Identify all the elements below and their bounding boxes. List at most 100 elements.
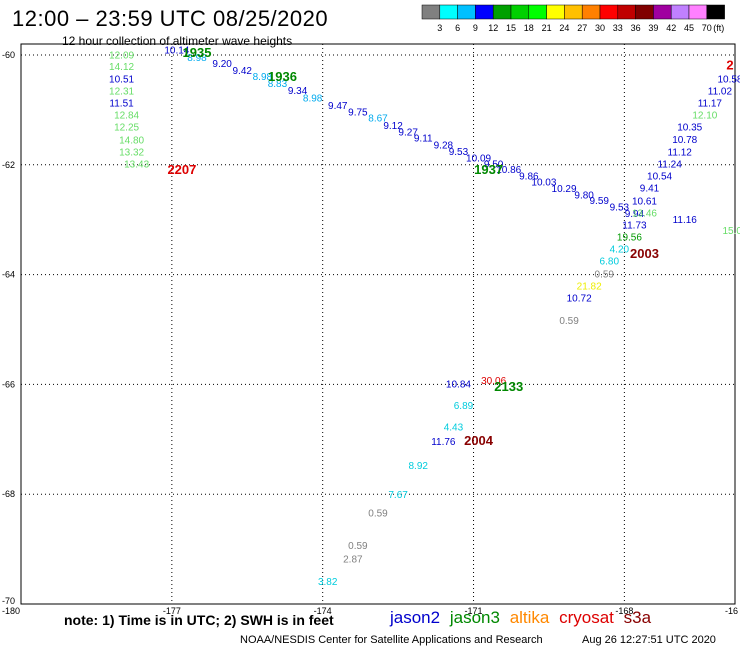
color-scale-swatch bbox=[439, 4, 458, 20]
x-tick-label: -180 bbox=[2, 606, 20, 616]
color-scale-swatch bbox=[653, 4, 672, 20]
y-tick-label: -66 bbox=[2, 379, 15, 389]
legend-cryosat: cryosat bbox=[559, 608, 614, 627]
color-scale-label: 18 bbox=[524, 23, 534, 33]
color-scale-swatch bbox=[617, 4, 636, 20]
color-scale-swatch bbox=[564, 4, 583, 20]
pass-time-label: 2004 bbox=[464, 433, 494, 448]
wave-height-label: 9.12 bbox=[383, 121, 403, 132]
color-scale-swatch bbox=[546, 4, 565, 20]
wave-height-label: 9.28 bbox=[434, 140, 454, 151]
color-scale-swatch bbox=[706, 4, 725, 20]
wave-height-label: 12.84 bbox=[114, 111, 139, 122]
wave-height-label: 15.00 bbox=[722, 226, 740, 237]
x-tick-label: -168 bbox=[615, 606, 633, 616]
wave-height-label: 10.14 bbox=[164, 45, 189, 56]
color-scale-swatch bbox=[457, 4, 476, 20]
wave-height-label: 10.78 bbox=[672, 135, 697, 146]
wave-height-label: 3.82 bbox=[318, 577, 338, 588]
wave-height-label: 11.12 bbox=[668, 147, 693, 158]
wave-height-label: 8.92 bbox=[408, 461, 428, 472]
wave-height-label: 9.53 bbox=[610, 202, 630, 213]
wave-height-label: 9.94 bbox=[625, 209, 645, 220]
wave-height-label: 11.76 bbox=[431, 437, 456, 448]
pass-time-label: 1935 bbox=[183, 45, 212, 60]
color-scale-label: 30 bbox=[595, 23, 605, 33]
wave-height-label: 12.09 bbox=[109, 50, 134, 61]
color-scale-swatch bbox=[599, 4, 619, 20]
wave-height-label: 11.16 bbox=[673, 215, 698, 226]
wave-height-label: 14.12 bbox=[109, 62, 134, 73]
y-tick-label: -68 bbox=[2, 489, 15, 499]
wave-height-label: 30.06 bbox=[481, 376, 506, 387]
wave-height-label: 6.80 bbox=[600, 257, 620, 268]
wave-height-label: 9.86 bbox=[519, 172, 539, 183]
color-scale-swatch bbox=[688, 4, 708, 20]
legend-jason2: jason2 bbox=[390, 608, 441, 627]
wave-height-label: 9.20 bbox=[212, 59, 232, 70]
wave-height-label: 0.59 bbox=[368, 509, 388, 520]
wave-height-label: 9.27 bbox=[398, 128, 418, 139]
legend-altika: altika bbox=[509, 608, 550, 627]
wave-height-label: 8.98 bbox=[303, 94, 323, 105]
color-scale-label: 45 bbox=[684, 23, 694, 33]
wave-height-label: 10.51 bbox=[109, 74, 134, 85]
plot-frame bbox=[20, 43, 736, 605]
wave-height-label: 9.47 bbox=[328, 101, 348, 112]
color-scale-label: 12 bbox=[488, 23, 498, 33]
wave-height-label: 9.59 bbox=[590, 196, 610, 207]
wave-height-label: 11.51 bbox=[109, 99, 134, 110]
wave-height-label: 11.02 bbox=[708, 87, 733, 98]
y-tick-label: -62 bbox=[2, 160, 15, 170]
x-tick-label: -16 bbox=[725, 606, 738, 616]
color-scale-swatch bbox=[492, 4, 512, 20]
color-scale-label: 24 bbox=[559, 23, 569, 33]
color-scale-swatch bbox=[528, 4, 547, 20]
wave-height-label: 10.58 bbox=[717, 74, 740, 85]
pass-time-labels: 1935 1936 2207 1937 2003 2133 2004 2 bbox=[167, 45, 733, 448]
wave-height-label: 2.87 bbox=[343, 554, 363, 565]
wave-height-label: 10.29 bbox=[552, 184, 577, 195]
color-scale-bar: 3 6 9 12 15 18 21 24 27 30 33 36 39 42 45 70 (ft) bbox=[421, 4, 725, 33]
x-tick-label: -171 bbox=[465, 606, 483, 616]
wave-height-label: 10.54 bbox=[647, 172, 672, 183]
wave-height-label: 7.67 bbox=[388, 490, 408, 501]
color-scale-label: 42 bbox=[666, 23, 676, 33]
wave-height-label: 8.83 bbox=[268, 79, 288, 90]
color-scale-label: 39 bbox=[648, 23, 658, 33]
wave-height-label: 11.17 bbox=[698, 99, 723, 110]
wave-height-label: 21.82 bbox=[577, 281, 602, 292]
y-tick-label: -64 bbox=[2, 270, 15, 280]
footer-note: note: 1) Time is in UTC; 2) SWH is in fe… bbox=[64, 612, 334, 628]
wave-height-label: 9.50 bbox=[484, 160, 504, 171]
wave-height-label: 19.56 bbox=[617, 233, 642, 244]
wave-height-label: 10.84 bbox=[446, 380, 471, 391]
color-scale-swatch bbox=[510, 4, 530, 20]
wave-height-label: 8.67 bbox=[368, 113, 388, 124]
color-scale-label: 33 bbox=[613, 23, 623, 33]
color-scale-label: 36 bbox=[631, 23, 641, 33]
wave-height-label: 4.20 bbox=[610, 245, 630, 256]
wave-height-label: 12.31 bbox=[109, 87, 134, 98]
wave-height-label: 12.25 bbox=[114, 123, 139, 134]
color-scale-swatch bbox=[670, 4, 690, 20]
legend-jason3: jason3 bbox=[449, 608, 500, 627]
y-tick-label: -70 bbox=[2, 596, 15, 606]
wave-height-label: 8.98 bbox=[253, 72, 273, 83]
wave-height-label: 6.89 bbox=[454, 401, 474, 412]
pass-time-label: 1936 bbox=[268, 69, 297, 84]
color-scale-swatch bbox=[421, 4, 441, 20]
color-scale-unit: (ft) bbox=[713, 23, 724, 33]
wave-height-label: 11.24 bbox=[657, 160, 682, 171]
pass-time-label: 2003 bbox=[630, 246, 659, 261]
wave-height-label: 9.80 bbox=[574, 190, 594, 201]
wave-height-label: 10.86 bbox=[496, 165, 521, 176]
pass-time-label: 2 bbox=[726, 57, 733, 72]
wave-height-label: 13.46 bbox=[632, 208, 657, 219]
color-scale-label: 70 bbox=[702, 23, 712, 33]
grid-lines bbox=[21, 44, 735, 604]
color-scale-label: 21 bbox=[542, 23, 552, 33]
pass-time-label: 2207 bbox=[167, 162, 196, 177]
